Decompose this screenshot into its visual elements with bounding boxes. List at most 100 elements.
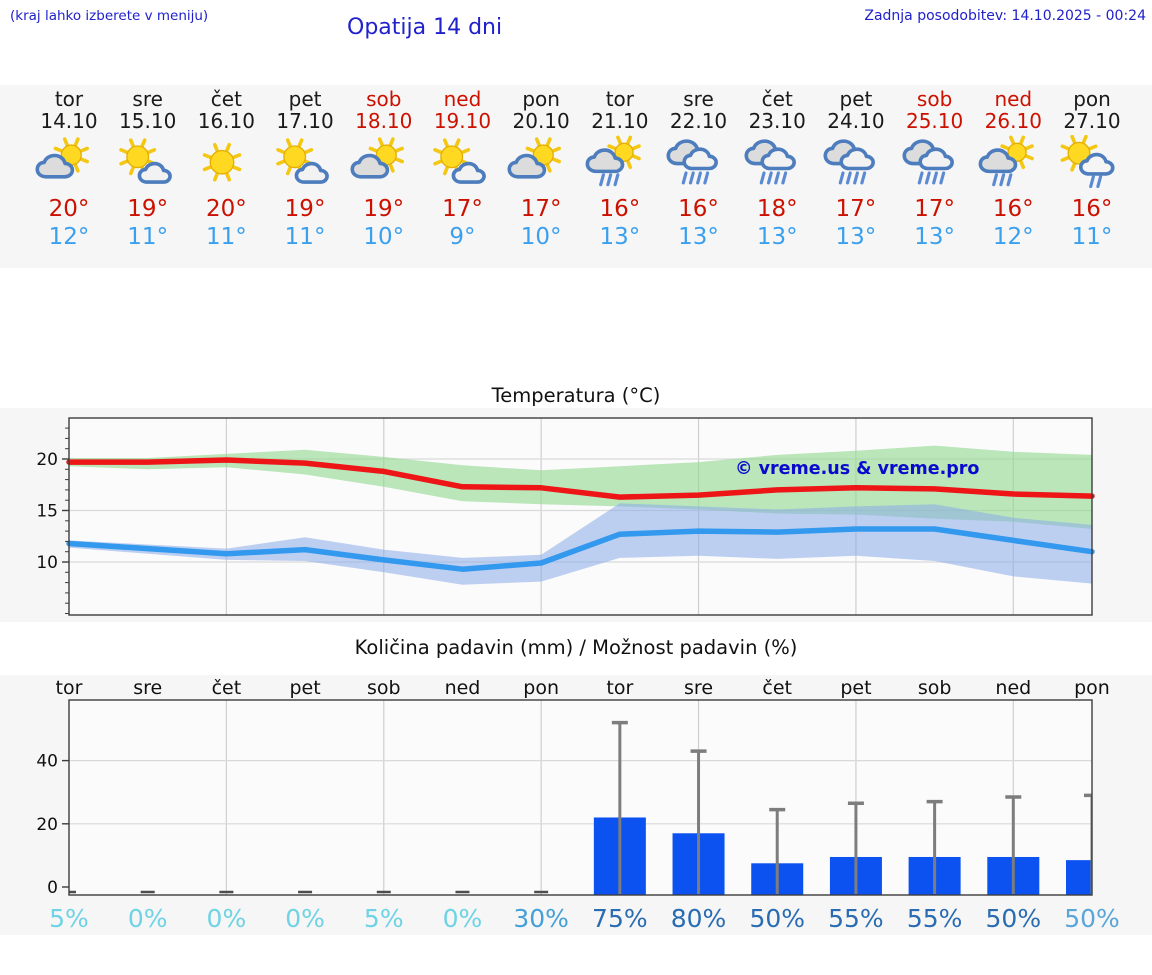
weather-icon-rain (659, 135, 739, 193)
day-low-temp: 12° (48, 224, 90, 250)
temperature-chart-title: Temperatura (°C) (491, 384, 661, 407)
day-date: 22.10 (669, 109, 728, 133)
weather-icon-sun-light-rain (1052, 135, 1132, 193)
day-low-temp: 9° (449, 224, 476, 250)
temperature-chart: 10 15 20 © vreme.us & vreme.pro (36, 417, 1095, 616)
temperature-chart-section: 10 15 20 © vreme.us & vreme.pro (0, 408, 1152, 622)
precip-day-label: čet (212, 677, 242, 699)
uncertainty-band-min-temperature (69, 503, 1092, 585)
day-date: 26.10 (984, 109, 1042, 133)
precip-probability-label: 0% (285, 904, 325, 933)
precip-bar (1066, 860, 1092, 895)
day-name: tor (54, 87, 84, 111)
last-update-text: Zadnja posodobitev: 14.10.2025 - 00:24 (864, 8, 1146, 24)
weather-icon-sun-small-cloud (108, 135, 188, 193)
day-date: 15.10 (119, 109, 177, 133)
day-date: 17.10 (276, 109, 334, 133)
day-high-temp: 17° (914, 196, 955, 222)
y-axis-tick-label: 10 (36, 553, 58, 573)
precip-probability-label: 0% (443, 904, 483, 933)
day-name: čet (761, 87, 793, 111)
weather-icon-sun-rain (580, 135, 660, 193)
weather-icon-sun-small-cloud (265, 135, 345, 193)
day-column: čet 23.10 18° 13° (737, 85, 817, 250)
precip-day-label: tor (56, 677, 83, 699)
day-high-temp: 20° (205, 196, 247, 222)
day-column: ned 19.10 17° 9° (422, 85, 502, 250)
day-high-temp: 19° (127, 196, 169, 222)
day-low-temp: 13° (599, 224, 641, 250)
precipitation-chart-section: tor sre čet pet sob ned pon tor sre čet pet sob ned p… (0, 675, 1152, 935)
day-column: čet 16.10 20° 11° (186, 85, 266, 250)
precip-probability-label: 50% (749, 904, 805, 933)
weather-icon-sun-cloud (29, 135, 109, 193)
day-name: ned (443, 87, 482, 111)
day-name: tor (605, 87, 634, 111)
day-high-temp: 17° (442, 196, 483, 222)
day-column: pet 17.10 19° 11° (265, 85, 345, 250)
day-name: ned (994, 87, 1033, 111)
precip-probability-label: 50% (986, 904, 1042, 933)
day-low-temp: 13° (678, 224, 719, 250)
precip-probability-label: 5% (364, 904, 404, 933)
day-high-temp: 20° (48, 196, 90, 222)
max-temperature-line (66, 457, 1095, 500)
day-high-temp: 16° (992, 196, 1034, 222)
day-low-temp: 12° (992, 224, 1034, 250)
day-high-temp: 16° (678, 196, 719, 222)
y-axis-tick-label: 20 (36, 450, 58, 470)
day-date: 25.10 (905, 109, 964, 133)
precip-probability-label: 55% (907, 904, 963, 933)
menu-hint-text: (kraj lahko izberete v meniju) (10, 8, 209, 24)
precip-probability-label: 50% (1064, 904, 1120, 933)
day-low-temp: 11° (1071, 224, 1113, 250)
day-low-temp: 11° (284, 224, 326, 250)
weather-icon-sun-small-cloud (422, 135, 502, 193)
day-high-temp: 16° (599, 196, 641, 222)
day-date: 14.10 (40, 109, 98, 133)
precipitation-chart-title: Količina padavin (mm) / Možnost padavin … (354, 636, 798, 659)
day-column: tor 14.10 20° 12° (29, 85, 109, 250)
day-column: pet 24.10 17° 13° (816, 85, 896, 250)
day-name: pon (1073, 87, 1111, 111)
day-high-temp: 19° (284, 196, 326, 222)
weather-icon-rain (895, 135, 975, 193)
day-low-temp: 10° (520, 224, 562, 250)
day-high-temp: 19° (363, 196, 405, 222)
min-temperature-line (66, 526, 1095, 572)
day-column: sre 15.10 19° 11° (108, 85, 188, 250)
precip-probability-label: 5% (49, 904, 89, 933)
day-column: sob 18.10 19° 10° (344, 85, 424, 250)
precip-day-label: tor (606, 677, 633, 699)
y-axis-tick-label: 0 (47, 878, 58, 898)
day-high-temp: 17° (520, 196, 562, 222)
precipitation-chart: tor sre čet pet sob ned pon tor sre čet pet sob ned p… (36, 677, 1120, 933)
day-low-temp: 13° (914, 224, 955, 250)
day-date: 19.10 (433, 109, 492, 133)
day-date: 20.10 (512, 109, 570, 133)
day-name: sob (366, 87, 402, 111)
page-title: Opatija 14 dni (347, 15, 503, 40)
day-name: pet (288, 87, 322, 111)
day-low-temp: 10° (363, 224, 405, 250)
y-axis-tick-label: 20 (36, 815, 58, 835)
day-date: 21.10 (591, 109, 649, 133)
precip-day-label: ned (445, 677, 481, 699)
day-column: ned 26.10 16° 12° (973, 85, 1053, 250)
precip-day-label: pon (1074, 677, 1110, 699)
precip-probability-label: 75% (592, 904, 648, 933)
day-column: tor 21.10 16° 13° (580, 85, 660, 250)
precip-probability-label: 30% (513, 904, 569, 933)
y-axis-tick-label: 15 (36, 502, 58, 522)
day-date: 16.10 (197, 109, 255, 133)
precip-day-label: pet (289, 677, 320, 699)
day-low-temp: 11° (127, 224, 169, 250)
weather-icon-sun-cloud (344, 135, 424, 193)
weather-icon-sun (186, 135, 266, 193)
precip-day-label: pon (523, 677, 559, 699)
day-low-temp: 13° (756, 224, 798, 250)
precip-probability-label: 80% (671, 904, 727, 933)
day-column: pon 20.10 17° 10° (501, 85, 581, 250)
y-axis-tick-label: 40 (36, 752, 58, 772)
